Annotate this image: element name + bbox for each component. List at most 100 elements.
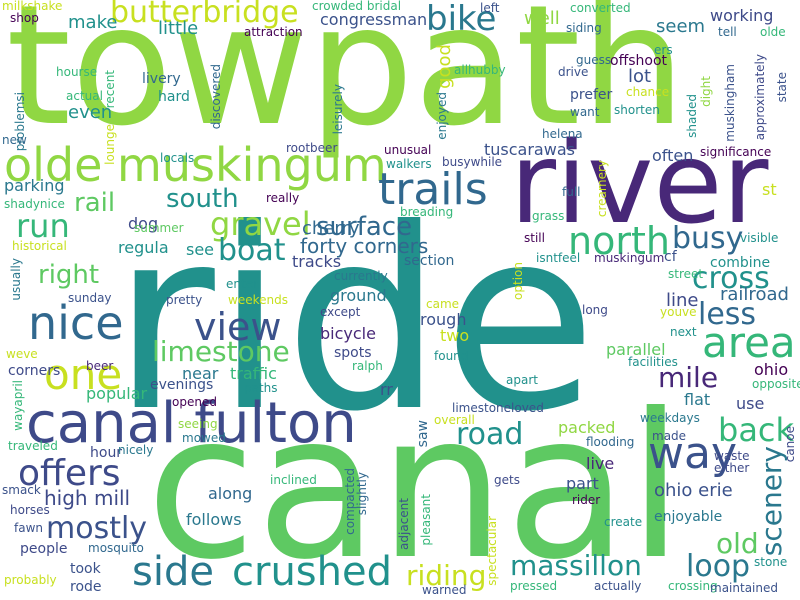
- word-high-mill: high mill: [44, 486, 131, 510]
- word-use: use: [736, 394, 765, 413]
- word-working: working: [710, 6, 774, 25]
- word-tell: tell: [718, 25, 737, 39]
- word-mostly: mostly: [46, 511, 148, 546]
- word-prefer: prefer: [570, 87, 613, 103]
- word-boat: boat: [218, 233, 286, 268]
- word-muskingum: muskingum: [594, 251, 665, 265]
- word-found: found: [434, 349, 469, 363]
- word-adjacent: adjacent: [397, 498, 411, 550]
- word-gets: gets: [494, 473, 520, 487]
- word-run: run: [16, 207, 70, 245]
- word-lounge: lounge: [103, 124, 117, 165]
- word-limestoneloved: limestoneloved: [452, 401, 544, 415]
- word-shaded: shaded: [685, 94, 699, 138]
- word-olde-muskingum: olde muskingum: [4, 138, 387, 192]
- word-area: area: [702, 318, 796, 367]
- word-riding: riding: [406, 559, 487, 592]
- word-crushed: crushed: [232, 549, 392, 595]
- word-people: people: [20, 541, 68, 557]
- word-popular: popular: [86, 384, 148, 403]
- word-recent: recent: [103, 70, 117, 109]
- word-one: one: [44, 350, 123, 399]
- word-butterbridge: butterbridge: [110, 0, 299, 30]
- word-milkshake: milkshake: [2, 0, 63, 13]
- word-currently: currently: [334, 269, 388, 283]
- word-line: line: [666, 290, 699, 311]
- word-follows: follows: [186, 510, 242, 529]
- word-limestone: limestone: [152, 335, 290, 368]
- word-canal-fulton: canal fulton: [26, 391, 357, 456]
- word-part: part: [566, 474, 599, 493]
- word-old: old: [716, 527, 759, 560]
- word-breading: breading: [400, 205, 454, 219]
- word-stone: stone: [754, 555, 788, 569]
- word-canal: canal: [146, 371, 684, 600]
- word-offshoot: offshoot: [610, 53, 667, 69]
- word-side: side: [132, 549, 214, 595]
- word-locals: locals: [160, 151, 195, 165]
- word-pretty: pretty: [166, 293, 203, 307]
- word-new: new: [2, 133, 27, 147]
- word-even: even: [68, 102, 113, 123]
- word-loop: loop: [686, 549, 751, 584]
- word-opened: opened: [172, 395, 217, 409]
- word-visible: visible: [740, 231, 779, 245]
- word-ride: ride: [112, 175, 597, 466]
- word-rail: rail: [74, 188, 116, 218]
- word-less: less: [698, 297, 757, 332]
- word-ohio: ohio: [754, 360, 789, 379]
- word-unusual: unusual: [384, 143, 432, 157]
- word-siding: siding: [566, 21, 602, 35]
- word-right: right: [38, 260, 100, 290]
- word-tracks: tracks: [292, 252, 342, 271]
- word-congressman: congressman: [320, 10, 428, 29]
- word-except: except: [320, 305, 361, 319]
- word-flat: flat: [684, 390, 711, 409]
- word-chance: chance: [626, 85, 670, 99]
- word-dog: dog: [128, 214, 159, 233]
- word-river: river: [510, 119, 769, 249]
- word-ohio-erie: ohio erie: [654, 480, 733, 501]
- word-saw: saw: [415, 420, 431, 448]
- word-state: state: [775, 72, 789, 103]
- word-lot: lot: [628, 66, 652, 87]
- word-st: st: [762, 180, 777, 199]
- word-little: little: [158, 18, 199, 39]
- word-pleasant: pleasant: [419, 494, 433, 546]
- word-really: really: [266, 191, 300, 205]
- word-rootbeer: rootbeer: [286, 141, 338, 155]
- word-dight: dight: [699, 76, 713, 107]
- word-seeing: seeing: [178, 417, 218, 431]
- word-corners: corners: [8, 363, 61, 379]
- word-crossing: crossing: [668, 579, 718, 593]
- word-way: way: [648, 428, 737, 479]
- word-option: option: [511, 262, 525, 300]
- word-approximately: approximately: [753, 54, 767, 141]
- word-railroad: railroad: [720, 284, 789, 305]
- word-cf: cf: [664, 249, 677, 265]
- word-actual: actual: [66, 89, 103, 103]
- word-shadynice: shadynice: [4, 197, 65, 211]
- word-discovered: discovered: [209, 64, 223, 130]
- word-paths: paths: [244, 381, 278, 395]
- word-ground: ground: [330, 286, 387, 305]
- word-shorten: shorten: [614, 103, 660, 117]
- word-ers: ers: [654, 43, 673, 57]
- word-surface: surface: [316, 212, 413, 242]
- word-section: section: [404, 253, 455, 269]
- word-weekends: weekends: [228, 293, 288, 307]
- word-shop: shop: [10, 11, 39, 25]
- word-towpath: towpath: [6, 0, 686, 163]
- word-busy: busy: [672, 221, 744, 256]
- word-guess: guess: [576, 53, 612, 67]
- word-scenery: scenery: [755, 446, 788, 557]
- word-view: view: [194, 305, 282, 349]
- word-parking: parking: [4, 176, 65, 195]
- word-bike: bike: [426, 0, 497, 39]
- word-combine: combine: [710, 255, 771, 271]
- word-mile: mile: [658, 361, 719, 394]
- word-isntfeel: isntfeel: [536, 251, 581, 265]
- word-see: see: [186, 240, 215, 259]
- word-youve: youve: [660, 305, 697, 319]
- word-walkers: walkers: [386, 157, 432, 171]
